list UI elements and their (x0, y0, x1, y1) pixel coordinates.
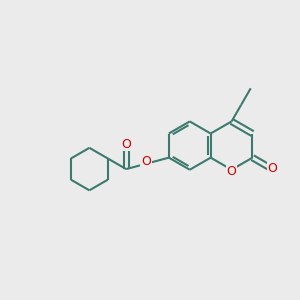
Text: O: O (141, 154, 151, 167)
Text: O: O (121, 138, 131, 151)
Text: O: O (226, 165, 236, 178)
Text: O: O (267, 162, 277, 175)
